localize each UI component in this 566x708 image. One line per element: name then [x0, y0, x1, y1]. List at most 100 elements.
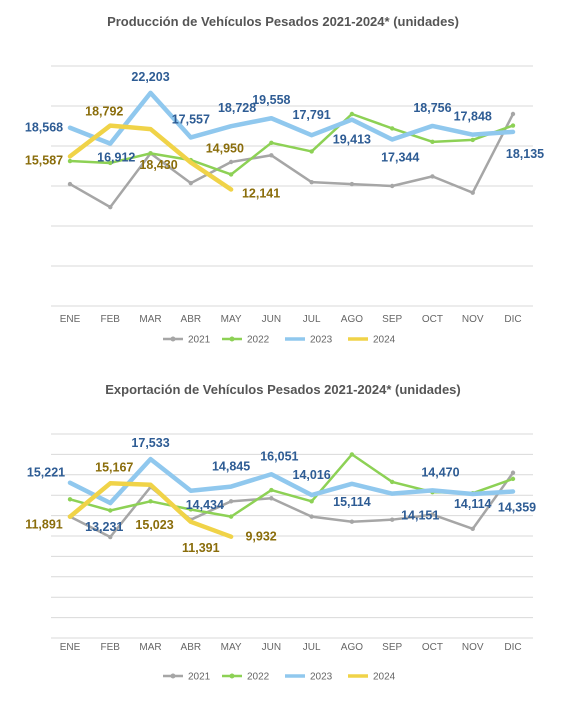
data-point-2021 — [269, 496, 274, 501]
data-label: 22,203 — [131, 70, 169, 84]
data-label: 15,114 — [333, 495, 371, 509]
gridlines — [51, 65, 533, 307]
data-point-2021 — [269, 153, 274, 158]
data-point-2021 — [470, 190, 475, 195]
legend-label-2024: 2024 — [373, 335, 396, 346]
series-line-2023 — [67, 456, 516, 506]
data-label: 15,023 — [135, 518, 173, 532]
x-tick-label: SEP — [382, 642, 402, 653]
legend-label-2021: 2021 — [188, 335, 211, 346]
data-point-2022 — [269, 487, 274, 493]
data-point-2021 — [389, 517, 395, 522]
x-tick-label: ABR — [181, 314, 202, 325]
x-tick-label: JUN — [262, 642, 281, 653]
x-tick-label: SEP — [382, 314, 402, 325]
x-tick-label: DIC — [504, 314, 521, 325]
data-point-2022 — [228, 172, 234, 177]
export-chart: Exportación de Vehículos Pesados 2021-20… — [0, 354, 566, 708]
x-tick-label: AGO — [341, 642, 363, 653]
data-point-2021 — [430, 174, 435, 179]
x-tick-label: JUL — [303, 314, 321, 325]
data-point-2022 — [148, 151, 153, 156]
data-point-2021 — [510, 470, 516, 475]
x-tick-label: NOV — [462, 642, 484, 653]
legend-label-2024: 2024 — [373, 672, 396, 683]
x-tick-label: ABR — [181, 642, 202, 653]
legend-label-2022: 2022 — [247, 335, 270, 346]
series-line-2023 — [67, 90, 516, 146]
data-point-2022 — [389, 479, 395, 485]
x-tick-label: JUN — [262, 314, 281, 325]
data-label: 14,950 — [206, 141, 244, 155]
data-point-2021 — [228, 499, 234, 504]
legend-marker-2021 — [170, 336, 176, 342]
legend-label-2023: 2023 — [310, 672, 333, 683]
data-label: 14,359 — [498, 501, 536, 515]
data-label: 14,114 — [454, 497, 492, 511]
legend: 2021 2022 2023 2024 — [163, 672, 396, 683]
x-tick-label: OCT — [422, 314, 443, 325]
data-point-2021 — [228, 159, 234, 165]
data-point-2021 — [309, 179, 314, 185]
data-point-2021 — [309, 514, 314, 519]
data-point-2022 — [510, 123, 516, 128]
data-label: 17,791 — [293, 108, 331, 122]
data-point-2022 — [228, 514, 234, 519]
data-point-2022 — [67, 497, 73, 502]
series-line-2024 — [67, 123, 234, 192]
data-point-2021 — [510, 111, 516, 117]
data-label: 18,430 — [139, 158, 177, 172]
data-point-2022 — [430, 139, 435, 145]
data-label: 17,848 — [454, 110, 492, 124]
data-point-2021 — [430, 512, 435, 517]
data-point-2022 — [349, 111, 355, 117]
x-tick-label: ENE — [60, 642, 81, 653]
data-label: 18,568 — [25, 121, 63, 135]
data-point-2021 — [349, 519, 355, 524]
data-point-2021 — [188, 180, 194, 186]
data-label: 11,891 — [25, 518, 63, 532]
x-tick-label: AGO — [341, 314, 363, 325]
data-point-2021 — [67, 181, 73, 187]
data-label: 19,558 — [252, 93, 290, 107]
data-label: 16,912 — [97, 151, 135, 165]
data-label: 14,845 — [212, 460, 250, 474]
x-tick-label: FEB — [101, 314, 121, 325]
x-tick-label: OCT — [422, 642, 443, 653]
legend: 2021 2022 2023 2024 — [163, 335, 396, 346]
data-label: 14,151 — [401, 509, 439, 523]
data-label: 13,231 — [85, 520, 123, 534]
data-point-2022 — [309, 499, 314, 504]
data-point-2021 — [108, 204, 113, 210]
series-line-2021 — [68, 471, 515, 539]
legend-marker-2022 — [229, 673, 235, 679]
data-point-2022 — [108, 160, 113, 166]
x-tick-label: MAR — [139, 642, 161, 653]
series-line-2022 — [68, 112, 515, 176]
data-point-2021 — [470, 526, 475, 532]
x-tick-label: DIC — [504, 642, 521, 653]
x-tick-label: MAY — [221, 642, 242, 653]
data-point-2021 — [349, 181, 355, 187]
data-label: 18,792 — [85, 105, 123, 119]
data-label: 17,557 — [172, 112, 210, 126]
data-point-2022 — [349, 452, 355, 457]
production-chart: Producción de Vehículos Pesados 2021-202… — [25, 14, 544, 346]
data-label: 11,391 — [182, 541, 220, 555]
data-point-2022 — [269, 140, 274, 145]
data-label: 15,221 — [27, 466, 65, 480]
export-chart-plot: ENE FEB MAR ABR MAY JUN JUL AGO SEP OCT NOV DIC 15,2… — [25, 433, 536, 683]
data-point-2022 — [389, 126, 395, 131]
data-label: 19,413 — [333, 133, 371, 147]
chart-title: Exportación de Vehículos Pesados 2021-20… — [105, 382, 461, 397]
data-label: 17,344 — [381, 150, 419, 164]
data-label: 9,932 — [245, 530, 276, 544]
data-label: 15,587 — [25, 153, 63, 167]
production-chart-plot: ENE FEB MAR ABR MAY JUN JUL AGO SEP OCT NOV DIC 18,5… — [25, 65, 544, 346]
legend-label-2023: 2023 — [310, 335, 333, 346]
data-point-2022 — [108, 508, 113, 513]
data-label: 14,470 — [421, 465, 459, 479]
data-label: 18,756 — [413, 101, 451, 115]
x-tick-label: MAY — [221, 314, 242, 325]
data-point-2021 — [108, 534, 113, 540]
